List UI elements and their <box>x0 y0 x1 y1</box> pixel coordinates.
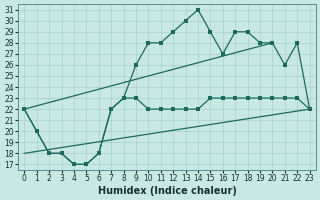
X-axis label: Humidex (Indice chaleur): Humidex (Indice chaleur) <box>98 186 236 196</box>
